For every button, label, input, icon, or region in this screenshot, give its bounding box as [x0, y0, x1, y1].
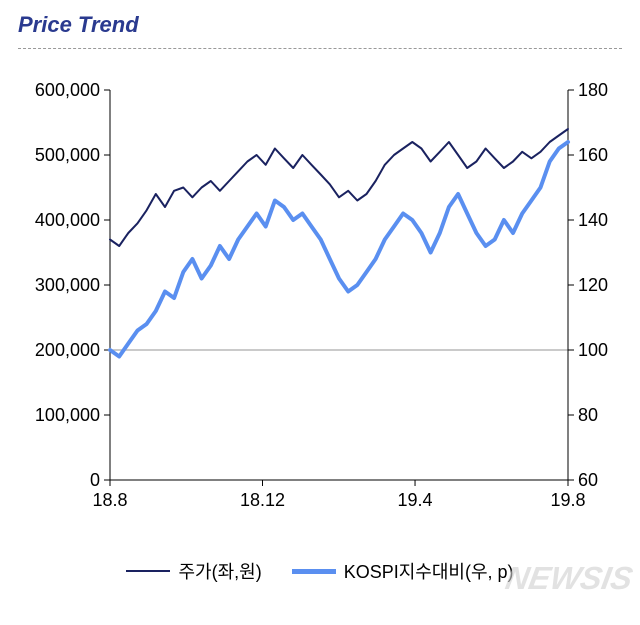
svg-text:18.12: 18.12: [240, 490, 285, 510]
svg-text:160: 160: [578, 145, 608, 165]
svg-text:180: 180: [578, 80, 608, 100]
svg-text:100,000: 100,000: [35, 405, 100, 425]
svg-text:300,000: 300,000: [35, 275, 100, 295]
svg-text:400,000: 400,000: [35, 210, 100, 230]
svg-text:19.8: 19.8: [550, 490, 585, 510]
chart-title-bar: Price Trend: [0, 0, 640, 44]
svg-text:60: 60: [578, 470, 598, 490]
legend-swatch-kospi: [292, 569, 336, 574]
svg-text:140: 140: [578, 210, 608, 230]
svg-text:100: 100: [578, 340, 608, 360]
legend-label-kospi: KOSPI지수대비(우, p): [344, 558, 514, 584]
chart-title: Price Trend: [18, 12, 139, 37]
chart-legend: 주가(좌,원) KOSPI지수대비(우, p): [0, 558, 640, 584]
svg-text:600,000: 600,000: [35, 80, 100, 100]
price-trend-chart: 0 100,000 200,000 300,000 400,000 500,000 600,…: [18, 60, 622, 550]
svg-text:19.4: 19.4: [398, 490, 433, 510]
svg-text:18.8: 18.8: [92, 490, 127, 510]
svg-text:200,000: 200,000: [35, 340, 100, 360]
legend-label-price: 주가(좌,원): [178, 558, 261, 584]
svg-text:0: 0: [90, 470, 100, 490]
svg-text:120: 120: [578, 275, 608, 295]
legend-swatch-price: [126, 570, 170, 572]
svg-text:500,000: 500,000: [35, 145, 100, 165]
legend-item-price: 주가(좌,원): [126, 558, 261, 584]
svg-text:80: 80: [578, 405, 598, 425]
chart-container: 0 100,000 200,000 300,000 400,000 500,000 600,…: [18, 60, 622, 550]
legend-item-kospi: KOSPI지수대비(우, p): [292, 558, 514, 584]
title-divider: [18, 48, 622, 52]
